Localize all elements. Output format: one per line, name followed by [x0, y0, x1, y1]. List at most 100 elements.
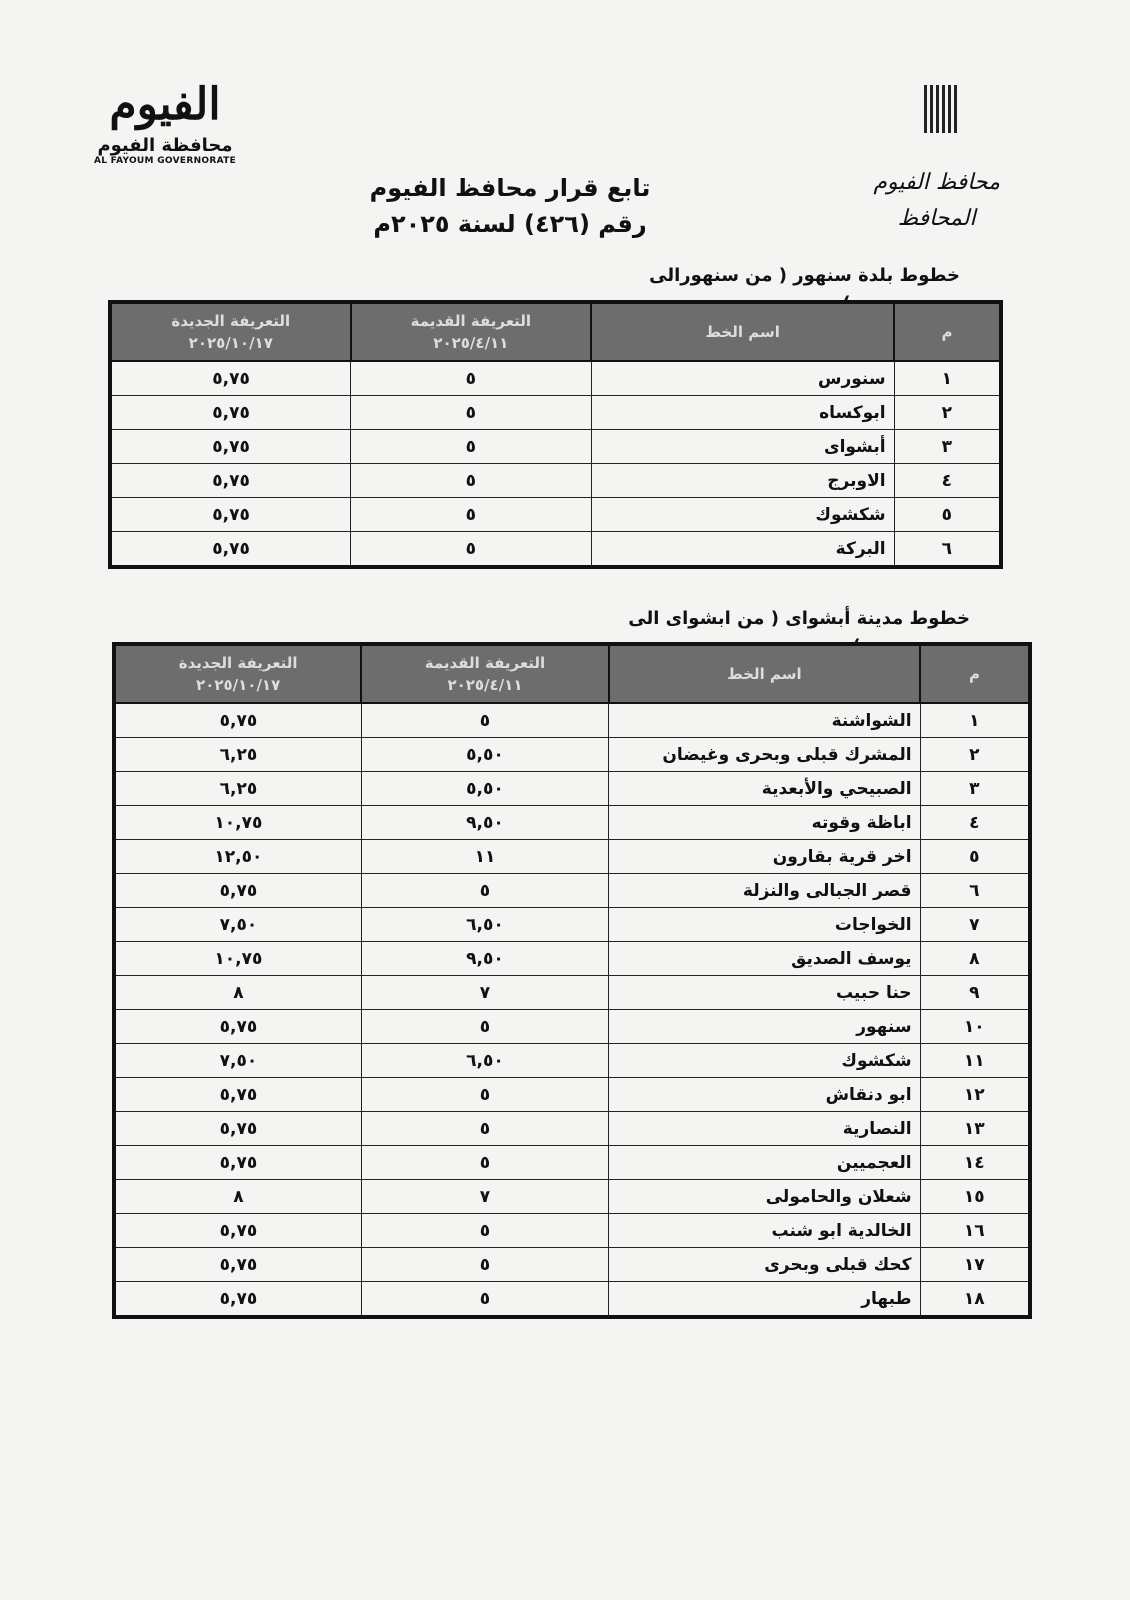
line-name: الاوبرج [590, 463, 895, 498]
old-fare: ٩,٥٠ [360, 805, 610, 840]
row-number: ١٢ [919, 1077, 1031, 1112]
table-row: ٢ المشرك قبلى وبحرى وغيضان ٥,٥٠ ٦,٢٥ [113, 737, 1031, 772]
old-fare: ٥ [360, 1213, 610, 1248]
new-fare: ٥,٧٥ [109, 463, 352, 498]
col-old: التعريفة القديمة ٢٠٢٥/٤/١١ [360, 643, 610, 704]
new-fare: ٥,٧٥ [109, 395, 352, 430]
line-name: سنورس [590, 360, 895, 396]
new-fare: ٥,٧٥ [109, 360, 352, 396]
new-fare: ٥,٧٥ [113, 1247, 362, 1282]
line-name: ابو دنقاش [608, 1077, 921, 1112]
gov-line1: محافظ الفيوم [873, 170, 1000, 195]
table-row: ١٠ سنهور ٥ ٥,٧٥ [113, 1009, 1031, 1044]
table-row: ٥ اخر قرية بقارون ١١ ١٢,٥٠ [113, 839, 1031, 874]
logo-mark: الفيوم [109, 79, 221, 130]
new-fare: ٧,٥٠ [113, 1043, 362, 1078]
table-row: ٧ الخواجات ٦,٥٠ ٧,٥٠ [113, 907, 1031, 942]
table-row: ١٦ الخالدية ابو شنب ٥ ٥,٧٥ [113, 1213, 1031, 1248]
new-fare: ٥,٧٥ [113, 1009, 362, 1044]
old-fare: ١١ [360, 839, 610, 874]
old-fare: ٧ [360, 1179, 610, 1214]
row-number: ١٠ [919, 1009, 1031, 1044]
title-line2: رقم (٤٢٦) لسنة ٢٠٢٥م [373, 210, 647, 238]
row-number: ٣ [919, 771, 1031, 806]
new-fare: ٥,٧٥ [113, 1077, 362, 1112]
row-number: ١ [919, 702, 1031, 738]
page-title: تابع قرار محافظ الفيوم رقم (٤٢٦) لسنة ٢٠… [340, 170, 680, 242]
table-row: ١٧ كحك قبلى وبحرى ٥ ٥,٧٥ [113, 1247, 1031, 1282]
old-fare: ٥,٥٠ [360, 771, 610, 806]
old-fare: ٩,٥٠ [360, 941, 610, 976]
new-fare: ٥,٧٥ [113, 702, 362, 738]
table-row: ٦ البركة ٥ ٥,٧٥ [109, 531, 1002, 568]
new-fare: ٥,٧٥ [113, 873, 362, 908]
old-fare: ٥ [360, 1145, 610, 1180]
col-new: التعريفة الجديدة ٢٠٢٥/١٠/١٧ [112, 643, 363, 704]
line-name: كحك قبلى وبحرى [608, 1247, 921, 1282]
line-name: الخالدية ابو شنب [608, 1213, 921, 1248]
old-fare: ٧ [360, 975, 610, 1010]
row-number: ١٣ [919, 1111, 1031, 1146]
new-fare: ١٢,٥٠ [113, 839, 362, 874]
row-number: ٦ [919, 873, 1031, 908]
line-name: النصارية [608, 1111, 921, 1146]
row-number: ٦ [893, 531, 1002, 568]
row-number: ٥ [893, 497, 1002, 532]
new-fare: ٥,٧٥ [113, 1281, 362, 1318]
row-number: ٢ [919, 737, 1031, 772]
fare-table-2: م اسم الخط التعريفة القديمة ٢٠٢٥/٤/١١ التعري… [112, 642, 1032, 1319]
table-row: ١٣ النصارية ٥ ٥,٧٥ [113, 1111, 1031, 1146]
old-fare: ٥ [350, 360, 592, 396]
eagle-emblem-icon [924, 85, 960, 133]
line-name: سنهور [608, 1009, 921, 1044]
line-name: المشرك قبلى وبحرى وغيضان [608, 737, 921, 772]
line-name: اخر قرية بقارون [608, 839, 921, 874]
row-number: ٥ [919, 839, 1031, 874]
fayoum-logo: الفيوم محافظة الفيوم AL FAYOUM GOVERNORA… [80, 75, 250, 166]
new-fare: ٧,٥٠ [113, 907, 362, 942]
new-fare: ٥,٧٥ [109, 497, 352, 532]
old-fare: ٥,٥٠ [360, 737, 610, 772]
line-name: أبشواى [590, 429, 895, 464]
old-fare: ٥ [350, 531, 592, 568]
line-name: ابوكساه [590, 395, 895, 430]
table-row: ١٢ ابو دنقاش ٥ ٥,٧٥ [113, 1077, 1031, 1112]
line-name: حنا حبيب [608, 975, 921, 1010]
line-name: شكشوك [590, 497, 895, 532]
new-fare: ٥,٧٥ [113, 1111, 362, 1146]
table-row: ٦ قصر الجبالى والنزلة ٥ ٥,٧٥ [113, 873, 1031, 908]
table-row: ٥ شكشوك ٥ ٥,٧٥ [109, 497, 1002, 532]
title-line1: تابع قرار محافظ الفيوم [369, 174, 651, 202]
col-num: م [893, 301, 1002, 362]
old-fare: ٥ [360, 702, 610, 738]
row-number: ٧ [919, 907, 1031, 942]
new-fare: ٨ [113, 1179, 362, 1214]
line-name: اباظة وقوته [608, 805, 921, 840]
logo-arabic: محافظة الفيوم [97, 135, 233, 156]
table-row: ٤ اباظة وقوته ٩,٥٠ ١٠,٧٥ [113, 805, 1031, 840]
row-number: ١٤ [919, 1145, 1031, 1180]
row-number: ٨ [919, 941, 1031, 976]
table-header: م اسم الخط التعريفة القديمة ٢٠٢٥/٤/١١ التعري… [112, 643, 1031, 704]
row-number: ٣ [893, 429, 1002, 464]
new-fare: ١٠,٧٥ [113, 805, 362, 840]
old-fare: ٥ [350, 429, 592, 464]
line-name: شعلان والحامولى [608, 1179, 921, 1214]
row-number: ٤ [919, 805, 1031, 840]
logo-english: AL FAYOUM GOVERNORATE [93, 156, 237, 166]
col-old: التعريفة القديمة ٢٠٢٥/٤/١١ [349, 301, 593, 362]
line-name: طبهار [608, 1281, 921, 1318]
old-fare: ٥ [350, 463, 592, 498]
col-name: اسم الخط [607, 643, 922, 704]
table-row: ٤ الاوبرج ٥ ٥,٧٥ [109, 463, 1002, 498]
new-fare: ٥,٧٥ [109, 429, 352, 464]
row-number: ١٦ [919, 1213, 1031, 1248]
table-row: ٣ أبشواى ٥ ٥,٧٥ [109, 429, 1002, 464]
row-number: ١٧ [919, 1247, 1031, 1282]
table-row: ١٨ طبهار ٥ ٥,٧٥ [113, 1281, 1031, 1318]
table-row: ١١ شكشوك ٦,٥٠ ٧,٥٠ [113, 1043, 1031, 1078]
old-fare: ٥ [360, 1247, 610, 1282]
line-name: قصر الجبالى والنزلة [608, 873, 921, 908]
col-new: التعريفة الجديدة ٢٠٢٥/١٠/١٧ [109, 301, 352, 362]
row-number: ٩ [919, 975, 1031, 1010]
